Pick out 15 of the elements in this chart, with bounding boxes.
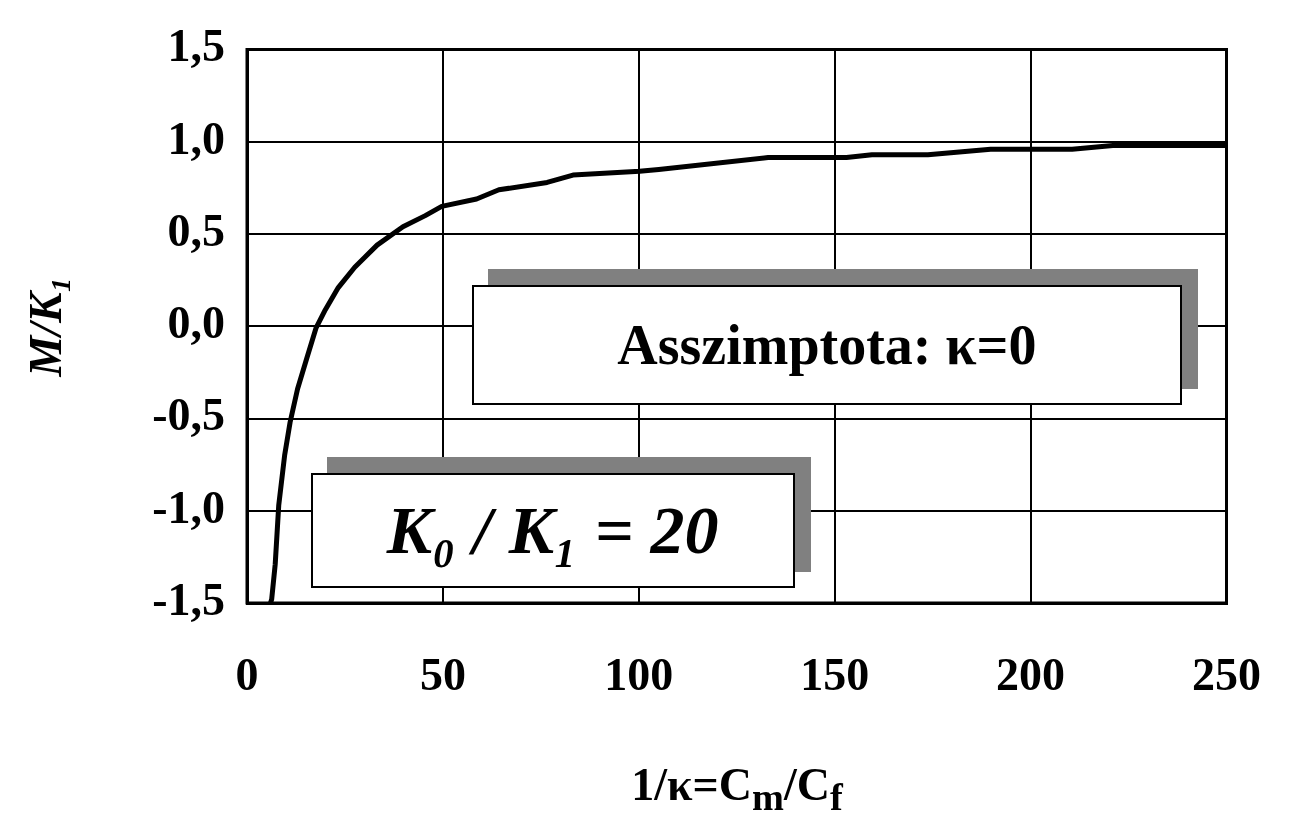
y-axis-title: M/K₁ xyxy=(18,276,72,377)
x-tick-label: 100 xyxy=(604,649,674,701)
x-axis-title: 1/κ=C$_{m}$/C$_{f}$ xyxy=(631,758,843,820)
y-tick-label: -0,5 xyxy=(152,389,225,441)
x-tick-label: 50 xyxy=(419,649,466,701)
x-tick-label: 200 xyxy=(996,649,1066,701)
y-tick-label: -1,5 xyxy=(152,573,225,625)
y-tick-label: 0,0 xyxy=(167,297,225,349)
x-tick-label: 0 xyxy=(235,649,259,701)
y-tick-label: 0,5 xyxy=(167,204,225,256)
y-tick-label: 1,0 xyxy=(167,112,225,164)
y-tick-label: -1,0 xyxy=(152,481,225,533)
x-tick-label: 250 xyxy=(1192,649,1261,701)
y-tick-label: 1,5 xyxy=(167,20,225,72)
x-tick-label: 150 xyxy=(800,649,870,701)
